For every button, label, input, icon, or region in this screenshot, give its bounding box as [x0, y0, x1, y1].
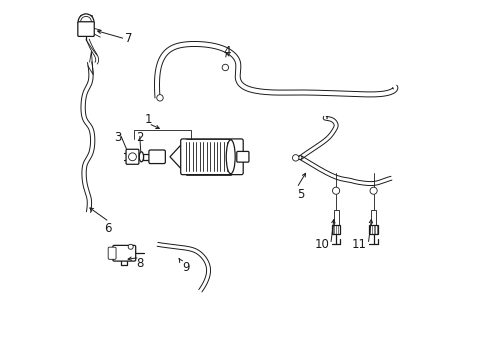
Text: 5: 5	[296, 188, 304, 201]
FancyBboxPatch shape	[181, 139, 243, 175]
Circle shape	[78, 14, 94, 30]
Circle shape	[222, 64, 228, 71]
Text: 9: 9	[182, 261, 190, 274]
Text: 4: 4	[223, 45, 231, 58]
FancyBboxPatch shape	[78, 22, 94, 36]
FancyBboxPatch shape	[126, 149, 139, 164]
FancyBboxPatch shape	[108, 247, 116, 259]
FancyBboxPatch shape	[237, 152, 249, 162]
Circle shape	[128, 244, 133, 249]
Circle shape	[128, 153, 136, 161]
FancyBboxPatch shape	[332, 225, 341, 234]
Text: 7: 7	[125, 32, 133, 45]
Text: 1: 1	[145, 113, 152, 126]
FancyBboxPatch shape	[371, 210, 376, 225]
Circle shape	[370, 187, 377, 194]
Polygon shape	[170, 143, 182, 170]
Text: 2: 2	[136, 131, 144, 144]
FancyBboxPatch shape	[334, 210, 339, 225]
Circle shape	[157, 95, 163, 101]
Text: 11: 11	[352, 238, 367, 251]
Circle shape	[293, 155, 299, 161]
Circle shape	[333, 187, 340, 194]
FancyBboxPatch shape	[369, 225, 378, 234]
Circle shape	[81, 17, 92, 27]
FancyBboxPatch shape	[149, 150, 165, 163]
Text: 3: 3	[115, 131, 122, 144]
Ellipse shape	[139, 152, 144, 162]
Text: 10: 10	[315, 238, 329, 251]
Text: 8: 8	[136, 257, 143, 270]
Text: 6: 6	[104, 222, 111, 235]
Ellipse shape	[226, 140, 235, 174]
FancyBboxPatch shape	[113, 246, 136, 261]
